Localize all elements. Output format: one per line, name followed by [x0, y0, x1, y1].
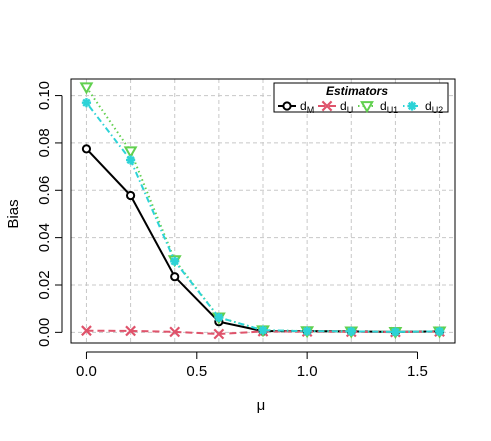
marker-stroke — [82, 98, 91, 107]
marker-stroke — [169, 326, 181, 338]
legend-label: dU1 — [380, 99, 398, 115]
marker-stroke — [347, 327, 356, 336]
y-tick-label: 0.06 — [36, 176, 53, 205]
legend-entry-dU2: dU2 — [403, 99, 443, 115]
data-point-dU2 — [214, 312, 224, 323]
legend-label-main: d — [340, 99, 347, 113]
data-point-dU2 — [125, 155, 136, 165]
legend-label-subscript: U1 — [387, 105, 399, 115]
series-layer — [79, 82, 447, 340]
plot-frame — [70, 78, 456, 344]
legend-entry-dM: dM — [278, 99, 314, 115]
y-tick-label: 0.10 — [36, 81, 53, 110]
marker-stroke — [81, 325, 92, 337]
marker-stroke — [258, 326, 268, 335]
data-point-dU2 — [302, 326, 312, 336]
marker-stroke — [213, 328, 225, 340]
marker-stroke — [125, 325, 136, 337]
grid-layer — [71, 79, 455, 343]
legend-label-main: d — [425, 99, 432, 113]
marker-stroke — [321, 100, 333, 112]
marker-stroke — [407, 101, 417, 111]
data-point-dU2 — [346, 326, 356, 336]
legend-marker — [321, 100, 333, 112]
x-tick-label: 1.0 — [297, 363, 318, 380]
legend-title: Estimators — [326, 84, 388, 98]
marker-stroke — [435, 327, 444, 336]
legend-label-subscript: U — [347, 105, 354, 115]
legend-label-main: d — [300, 99, 307, 113]
legend-entry-dU1: dU1 — [358, 99, 398, 115]
data-point-dU2 — [170, 256, 180, 266]
x-tick-label: 1.5 — [407, 363, 428, 380]
legend-label-subscript: M — [307, 105, 315, 115]
data-point-dU2 — [258, 325, 268, 335]
legend-label: dU — [340, 99, 353, 115]
series-line-dU2 — [85, 102, 440, 333]
y-axis-label: Bias — [5, 199, 22, 228]
series-dU2 — [81, 98, 445, 337]
legend-label: dU2 — [425, 99, 443, 115]
data-point-dU — [213, 328, 225, 340]
legend-marker — [360, 101, 374, 114]
data-point-dU — [169, 326, 181, 338]
data-point-dM — [125, 190, 136, 201]
legend-marker — [407, 101, 417, 111]
data-point-dU2 — [81, 98, 92, 108]
y-tick-label: 0.04 — [36, 223, 53, 252]
data-point-dM — [170, 272, 180, 282]
axes-layer: 0.0 0.5 1.0 1.5 0.00 0.02 0.04 0.06 0.08 0.10 — [36, 78, 456, 380]
legend-label-main: d — [380, 99, 387, 113]
y-tick-label: 0.08 — [36, 128, 53, 157]
data-point-dU2 — [434, 326, 445, 336]
marker-stroke — [303, 327, 312, 336]
legend-label: dM — [300, 99, 314, 115]
y-tick-label: 0.02 — [36, 270, 53, 299]
marker-stroke — [126, 155, 135, 165]
x-tick-label: 0.0 — [76, 363, 97, 380]
data-point-dU — [81, 325, 92, 337]
legend-box — [273, 82, 449, 113]
data-point-dU2 — [390, 327, 401, 337]
data-point-dU1 — [123, 146, 138, 159]
marker-stroke — [170, 257, 179, 266]
y-tick-label: 0.00 — [36, 318, 53, 347]
marker-stroke — [214, 313, 223, 322]
data-point-dM — [81, 144, 92, 154]
legend-label-subscript: U2 — [432, 105, 444, 115]
data-point-dU1 — [79, 82, 94, 95]
legend-entry-dU: dU — [318, 99, 353, 115]
legend-marker — [282, 101, 292, 111]
x-tick-label: 0.5 — [186, 363, 207, 380]
x-axis-label: μ — [257, 397, 266, 414]
data-point-dU — [125, 325, 136, 337]
marker-stroke — [391, 327, 400, 336]
